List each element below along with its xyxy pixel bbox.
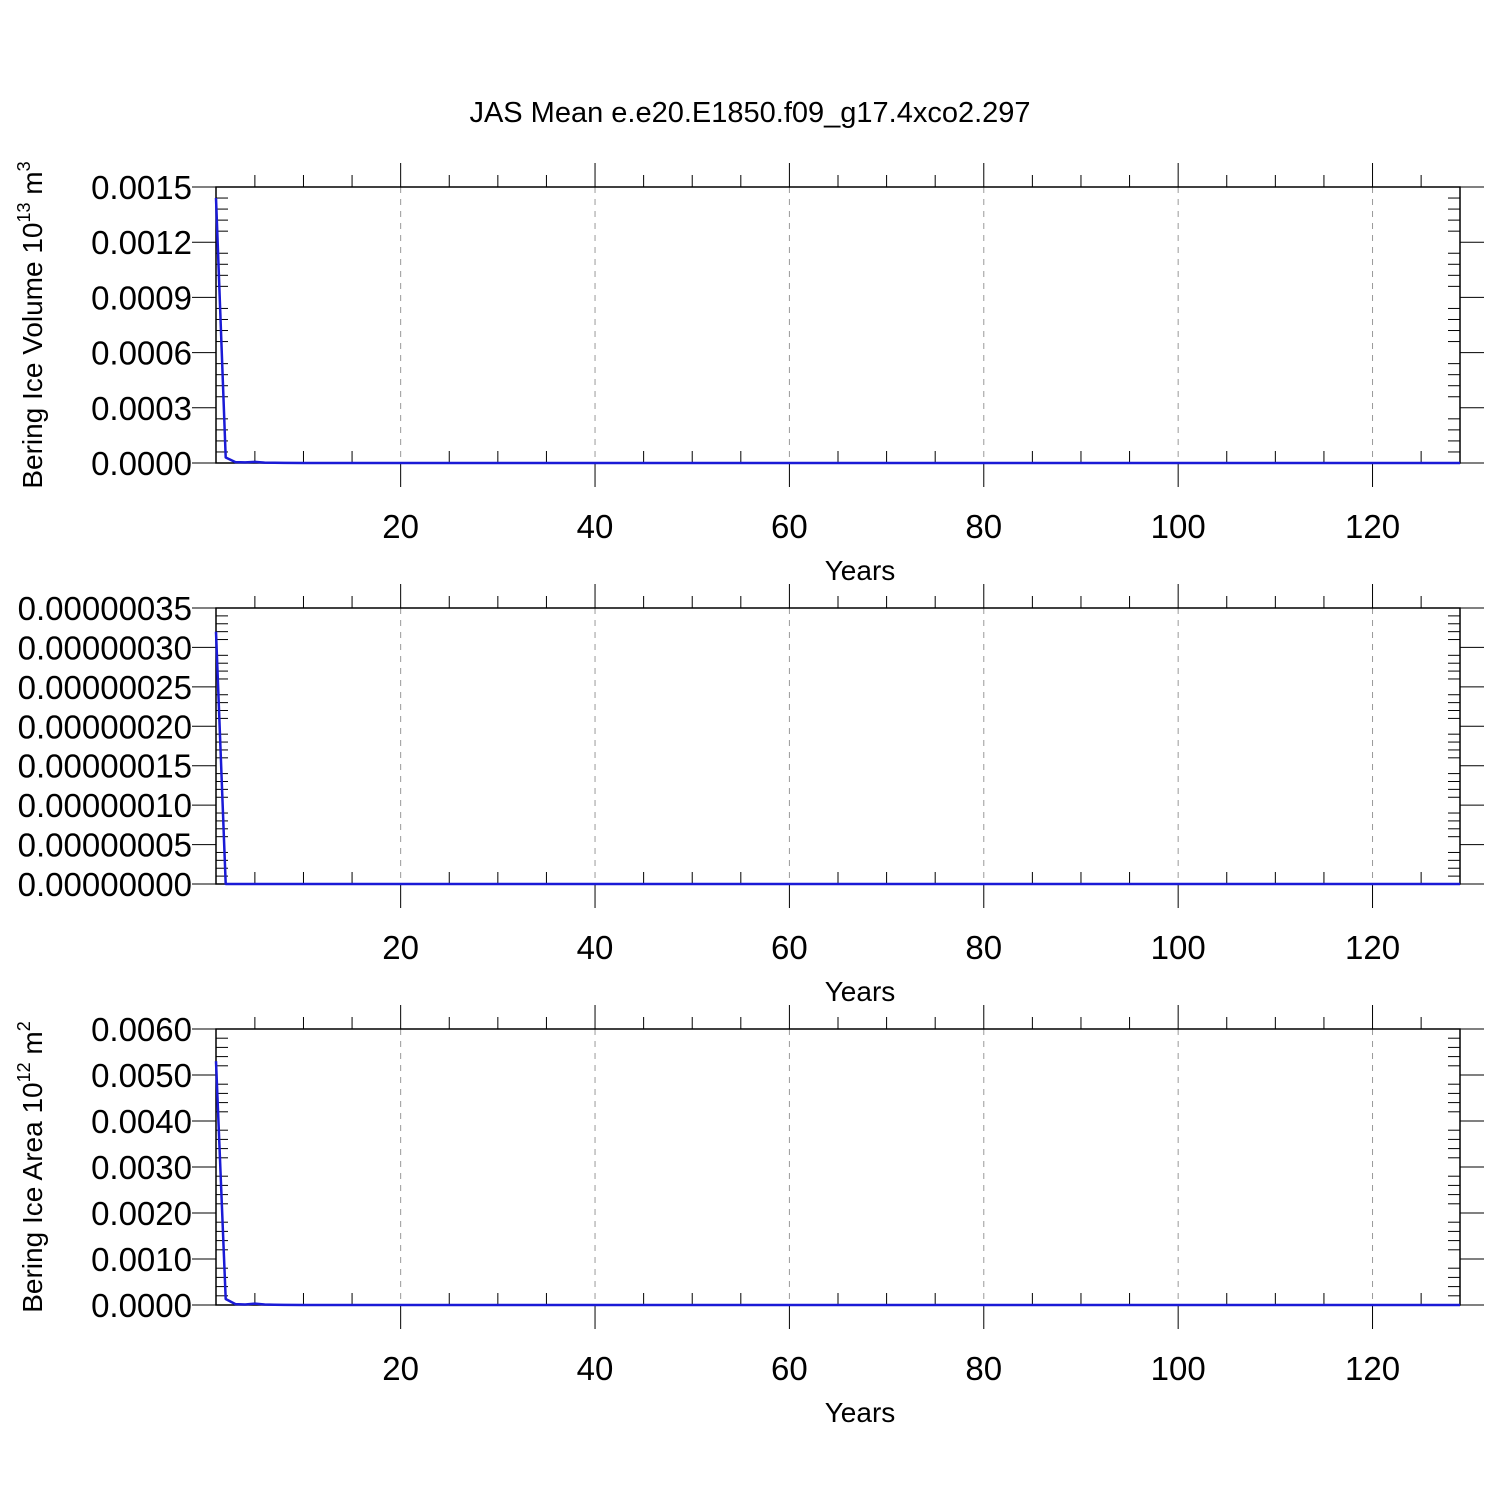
x-tick-label: 20 — [382, 508, 419, 545]
y-tick-label: 0.0030 — [91, 1149, 192, 1186]
y-axis-label: Bering Ice Area 1012 m2 — [14, 1021, 48, 1313]
x-tick-label: 20 — [382, 929, 419, 966]
x-tick-label: 100 — [1151, 508, 1206, 545]
panel-3: 20 40 60 80 100 120 0.0000 0.0010 0.0020 0.0030 0.… — [14, 1005, 1484, 1428]
series-line — [214, 197, 1460, 465]
panel-1: 20 40 60 80 100 120 0.0000 0.0003 0.0006 0.0009 0.… — [14, 161, 1484, 586]
y-tick-label: 0.0020 — [91, 1195, 192, 1232]
y-tick-label: 0.00000015 — [18, 748, 192, 785]
x-tick-label: 120 — [1345, 1350, 1400, 1387]
x-axis-label: Years — [825, 976, 896, 1007]
y-tick-label: 0.00000020 — [18, 708, 192, 745]
plot-frame — [215, 186, 1461, 464]
y-tick-label: 0.00000010 — [18, 787, 192, 824]
y-tick-label: 0.0012 — [91, 224, 192, 261]
x-axis-label: Years — [825, 555, 896, 586]
y-tick-label: 0.00000025 — [18, 669, 192, 706]
x-tick-label: 20 — [382, 1350, 419, 1387]
y-tick-label: 0.0050 — [91, 1057, 192, 1094]
x-tick-label: 40 — [577, 929, 614, 966]
y-tick-label: 0.0040 — [91, 1103, 192, 1140]
x-tick-label: 40 — [577, 1350, 614, 1387]
x-tick-label: 100 — [1151, 929, 1206, 966]
x-tick-label: 40 — [577, 508, 614, 545]
y-tick-label: 0.0006 — [91, 335, 192, 372]
y-tick-label: 0.0000 — [91, 445, 192, 482]
plot-frame — [215, 607, 1461, 885]
y-tick-label: 0.00000005 — [18, 827, 192, 864]
series-line — [214, 1061, 1460, 1307]
y-tick-label: 0.0009 — [91, 279, 192, 316]
figure-title: JAS Mean e.e20.E1850.f09_g17.4xco2.297 — [469, 97, 1030, 129]
series-line — [214, 631, 1460, 886]
plot-frame — [215, 1028, 1461, 1306]
x-tick-label: 60 — [771, 929, 808, 966]
y-tick-label: 0.0010 — [91, 1241, 192, 1278]
x-tick-label: 120 — [1345, 929, 1400, 966]
panel-2: 20 40 60 80 100 1200.000000000.000000050.0000… — [18, 584, 1484, 1007]
y-tick-label: 0.0000 — [91, 1287, 192, 1324]
y-axis-label: Bering Ice Volume 1013 m3 — [14, 161, 48, 488]
x-axis-label: Years — [825, 1397, 896, 1428]
x-tick-label: 60 — [771, 1350, 808, 1387]
y-tick-label: 0.0015 — [91, 169, 192, 206]
x-tick-label: 60 — [771, 508, 808, 545]
y-tick-label: 0.00000030 — [18, 629, 192, 666]
x-tick-label: 80 — [965, 1350, 1002, 1387]
x-tick-label: 80 — [965, 508, 1002, 545]
x-tick-label: 80 — [965, 929, 1002, 966]
y-tick-label: 0.0060 — [91, 1011, 192, 1048]
x-tick-label: 120 — [1345, 508, 1400, 545]
y-tick-label: 0.00000035 — [18, 590, 192, 627]
x-tick-label: 100 — [1151, 1350, 1206, 1387]
y-tick-label: 0.0003 — [91, 390, 192, 427]
y-tick-label: 0.00000000 — [18, 866, 192, 903]
